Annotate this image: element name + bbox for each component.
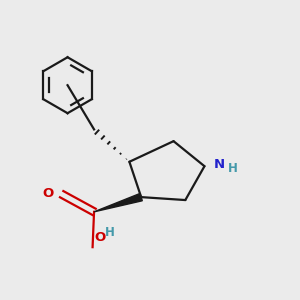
Polygon shape — [94, 194, 142, 212]
Text: O: O — [42, 187, 53, 200]
Text: H: H — [105, 226, 115, 239]
Text: N: N — [213, 158, 224, 171]
Text: O: O — [94, 231, 105, 244]
Text: H: H — [228, 162, 238, 175]
